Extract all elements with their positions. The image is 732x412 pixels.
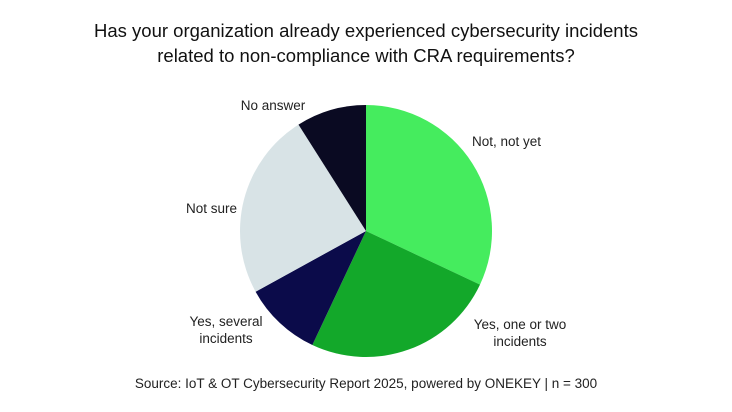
- pie-slice-2: [255, 231, 366, 346]
- chart-title: Has your organization already experience…: [0, 18, 732, 68]
- title-line-1: Has your organization already experience…: [94, 20, 638, 41]
- slice-label-4: No answer: [241, 98, 306, 113]
- pie-slice-0: [366, 105, 492, 285]
- slice-label-3: Not sure: [186, 201, 237, 216]
- slice-label-0: Not, not yet: [472, 134, 541, 149]
- slice-label-2: Yes, several incidents: [189, 314, 262, 346]
- slice-label-1: Yes, one or two incidents: [474, 317, 567, 349]
- source-note: Source: IoT & OT Cybersecurity Report 20…: [134, 376, 598, 391]
- pie-slice-3: [240, 124, 366, 292]
- title-line-2: related to non-compliance with CRA requi…: [157, 45, 575, 66]
- pie-slice-1: [312, 231, 481, 357]
- pie-slice-4: [298, 105, 366, 231]
